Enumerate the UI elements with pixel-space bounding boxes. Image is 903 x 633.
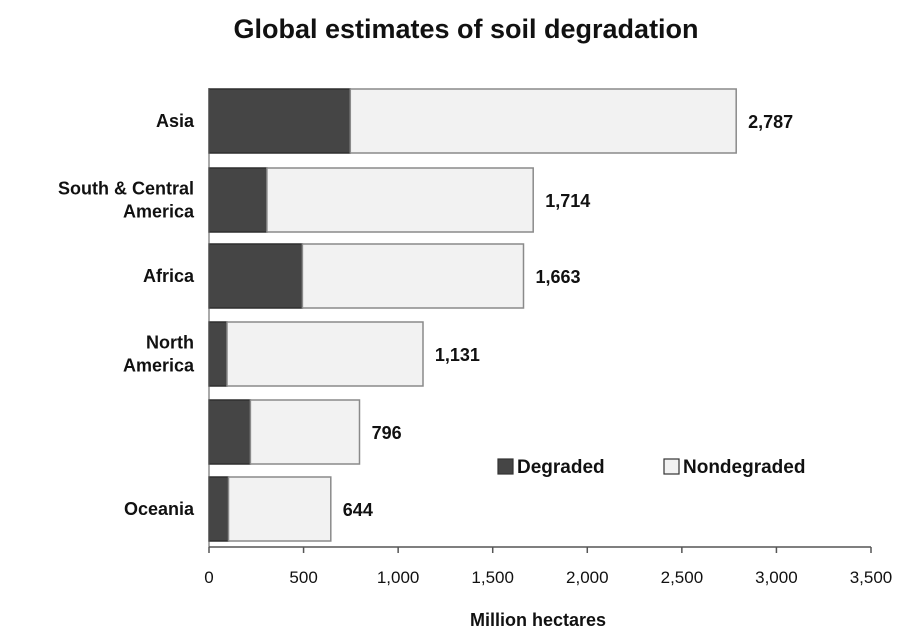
bar-degraded-1 <box>208 167 268 233</box>
x-tick-label-4: 2,000 <box>566 568 609 587</box>
category-labels: Asia South & Central America Africa North Ame… <box>58 111 195 519</box>
bar-degraded-0 <box>208 88 352 154</box>
bar-nondegraded-2 <box>301 243 525 309</box>
x-tick-label-6: 3,000 <box>755 568 798 587</box>
category-label-5: Oceania <box>124 499 195 519</box>
bar-degraded-4 <box>208 399 252 465</box>
legend-swatch-nondegraded <box>663 458 680 475</box>
x-tick-label-5: 2,500 <box>661 568 704 587</box>
bar-nondegraded-0 <box>349 88 737 154</box>
total-label-4: 796 <box>372 423 402 443</box>
total-label-1: 1,714 <box>545 191 590 211</box>
legend: Degraded Nondegraded <box>497 457 805 478</box>
legend-label-nondegraded: Nondegraded <box>683 457 805 478</box>
bars-group <box>208 88 737 542</box>
category-label-1: South & Central America <box>58 179 195 222</box>
total-label-3: 1,131 <box>435 345 480 365</box>
x-tick-label-2: 1,000 <box>377 568 420 587</box>
bar-nondegraded-4 <box>249 399 361 465</box>
total-label-2: 1,663 <box>536 267 581 287</box>
bar-degraded-5 <box>208 476 230 542</box>
bar-degraded-2 <box>208 243 304 309</box>
x-tick-label-0: 0 <box>204 568 213 587</box>
x-tick-label-3: 1,500 <box>471 568 514 587</box>
bar-nondegraded-5 <box>227 476 332 542</box>
total-label-5: 644 <box>343 500 373 520</box>
category-label-2: Africa <box>143 266 195 286</box>
bar-nondegraded-3 <box>226 321 424 387</box>
bar-nondegraded-1 <box>266 167 534 233</box>
x-axis-title: Million hectares <box>470 610 606 630</box>
total-label-0: 2,787 <box>748 112 793 132</box>
total-labels: 2,787 1,714 1,663 1,131 796 644 <box>343 112 793 520</box>
category-label-0: Asia <box>156 111 195 131</box>
x-tick-label-7: 3,500 <box>850 568 893 587</box>
x-tick-label-1: 500 <box>289 568 317 587</box>
legend-swatch-degraded <box>497 458 514 475</box>
x-axis: 0 500 1,000 1,500 2,000 2,500 3,000 3,500 <box>204 88 892 587</box>
category-label-3: North America <box>123 333 195 376</box>
bar-degraded-3 <box>208 321 228 387</box>
chart-title: Global estimates of soil degradation <box>233 14 698 44</box>
legend-label-degraded: Degraded <box>517 457 605 478</box>
